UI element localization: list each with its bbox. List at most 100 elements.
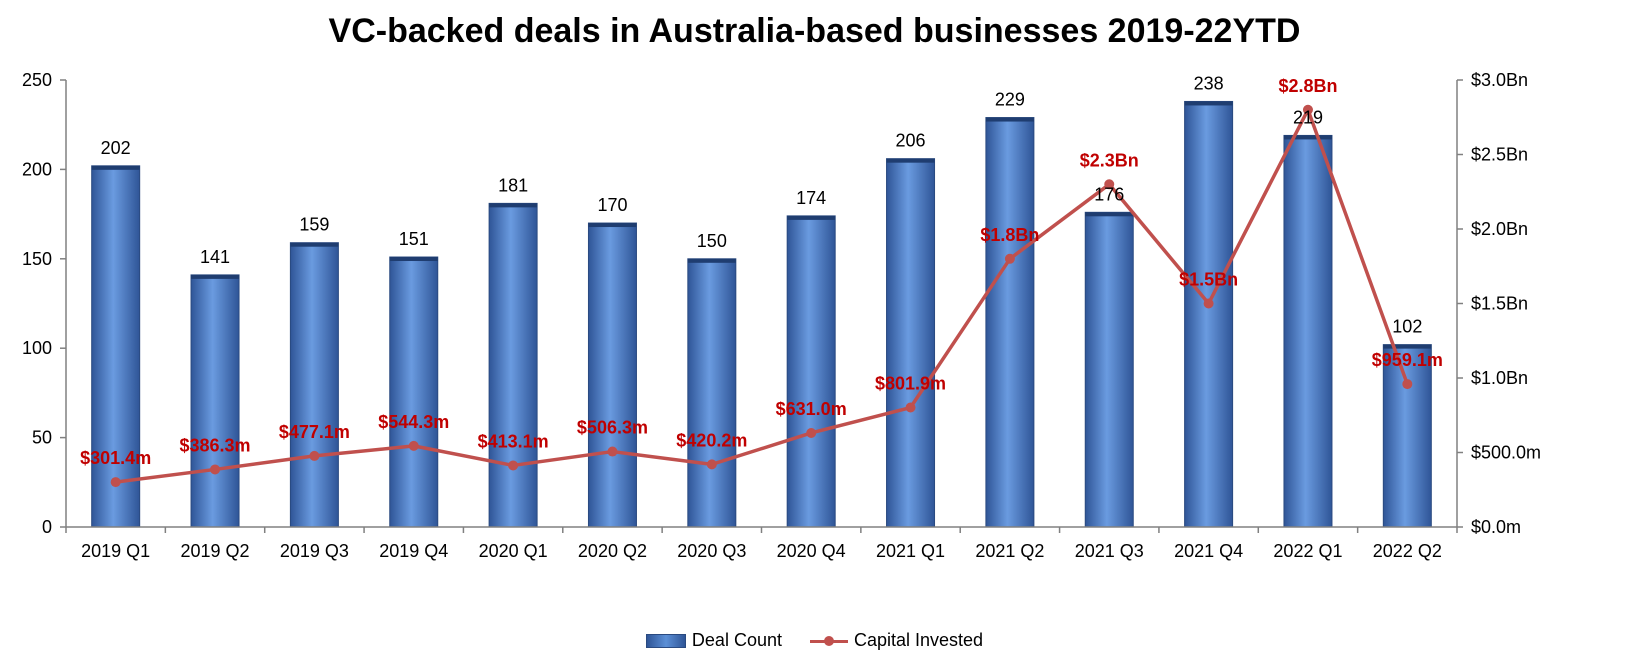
bar-top-cap <box>191 274 240 279</box>
x-tick-label: 2020 Q1 <box>479 541 548 561</box>
capital-invested-line <box>115 108 1409 484</box>
bar-deal-count <box>587 222 637 528</box>
x-tick-label: 2020 Q2 <box>578 541 647 561</box>
x-tick-label: 2022 Q2 <box>1373 541 1442 561</box>
right-y-tick-label: $1.0Bn <box>1471 368 1528 388</box>
capital-invested-point <box>1402 379 1413 390</box>
bar-data-label: 206 <box>896 131 926 151</box>
bar-data-label: 238 <box>1194 73 1224 93</box>
bar-data-label: 150 <box>697 231 727 251</box>
bar-top-cap <box>389 257 438 262</box>
bar-top-cap <box>1383 344 1432 349</box>
right-y-tick-label: $2.5Bn <box>1471 145 1528 165</box>
line-data-label: $413.1m <box>478 431 549 451</box>
bar-top-cap <box>687 258 736 263</box>
capital-invested-point <box>408 440 419 451</box>
line-data-label: $544.3m <box>378 412 449 432</box>
line-data-label: $506.3m <box>577 418 648 438</box>
line-data-label: $2.8Bn <box>1278 76 1337 96</box>
bar-data-label: 102 <box>1392 317 1422 337</box>
bar-deal-count <box>289 242 339 528</box>
bar-top-cap <box>1184 101 1233 106</box>
line-data-label: $631.0m <box>776 399 847 419</box>
capital-invested-point <box>110 477 121 488</box>
left-y-tick-label: 200 <box>22 159 52 179</box>
line-data-label: $1.8Bn <box>980 225 1039 245</box>
bar-data-label: 219 <box>1293 107 1323 127</box>
bar-data-label: 141 <box>200 247 230 267</box>
capital-invested-point <box>309 450 320 461</box>
bar-deal-count <box>91 165 141 528</box>
x-tick-label: 2019 Q2 <box>181 541 250 561</box>
bar-deal-count <box>786 215 836 528</box>
line-data-label: $301.4m <box>80 448 151 468</box>
legend-bar-swatch-icon <box>645 633 686 648</box>
x-tick-label: 2020 Q4 <box>777 541 846 561</box>
x-tick-label: 2019 Q3 <box>280 541 349 561</box>
x-tick-label: 2022 Q1 <box>1273 541 1342 561</box>
right-y-tick-label: $2.0Bn <box>1471 219 1528 239</box>
x-tick-label: 2021 Q4 <box>1174 541 1243 561</box>
capital-invested-point <box>1203 298 1214 309</box>
capital-invested-point <box>905 402 916 413</box>
bar-top-cap <box>290 242 339 247</box>
bar-top-cap <box>489 203 538 208</box>
x-tick-label: 2020 Q3 <box>677 541 746 561</box>
capital-invested-point <box>1302 104 1313 115</box>
capital-invested-point <box>706 459 717 470</box>
bar-data-label: 176 <box>1094 184 1124 204</box>
bar-data-label: 170 <box>597 195 627 215</box>
bar-deal-count <box>687 258 737 528</box>
bar-deal-count <box>1382 344 1432 528</box>
bar-data-label: 151 <box>399 229 429 249</box>
x-tick-label: 2019 Q4 <box>379 541 448 561</box>
line-data-label: $2.3Bn <box>1080 150 1139 170</box>
bar-top-cap <box>1283 135 1332 140</box>
line-data-label: $477.1m <box>279 422 350 442</box>
left-y-tick-label: 50 <box>32 428 52 448</box>
bar-deal-count <box>1184 100 1234 528</box>
left-y-tick-label: 100 <box>22 338 52 358</box>
x-tick-label: 2021 Q3 <box>1075 541 1144 561</box>
bar-deal-count <box>1283 134 1333 528</box>
bar-deal-count <box>886 158 936 528</box>
capital-invested-point <box>508 460 519 471</box>
bar-data-label: 159 <box>299 215 329 235</box>
legend-item-deal-count[interactable]: Deal Count <box>645 630 782 651</box>
bar-top-cap <box>787 215 836 220</box>
capital-invested-point <box>210 464 221 475</box>
bar-top-cap <box>588 223 637 228</box>
left-y-tick-label: 250 <box>22 70 52 90</box>
bar-data-label: 202 <box>101 138 131 158</box>
right-y-tick-label: $500.0m <box>1471 443 1541 463</box>
line-data-label: $1.5Bn <box>1179 270 1238 290</box>
x-tick-label: 2021 Q2 <box>975 541 1044 561</box>
bar-data-label: 181 <box>498 175 528 195</box>
line-data-label: $386.3m <box>180 435 251 455</box>
right-y-tick-label: $3.0Bn <box>1471 70 1528 90</box>
bar-data-label: 229 <box>995 90 1025 110</box>
bar-top-cap <box>91 165 140 170</box>
right-y-tick-label: $0.0m <box>1471 517 1521 537</box>
capital-invested-point <box>1004 253 1015 264</box>
bar-data-label: 174 <box>796 188 826 208</box>
legend-item-capital-invested[interactable]: Capital Invested <box>809 630 983 651</box>
capital-invested-point <box>806 427 817 438</box>
left-y-tick-label: 150 <box>22 249 52 269</box>
bar-deal-count <box>1084 211 1134 528</box>
x-tick-label: 2019 Q1 <box>81 541 150 561</box>
x-tick-label: 2021 Q1 <box>876 541 945 561</box>
bar-top-cap <box>1085 212 1134 217</box>
bar-deal-count <box>190 274 240 528</box>
bar-deal-count <box>985 117 1035 528</box>
right-y-tick-label: $1.5Bn <box>1471 294 1528 314</box>
legend-line-swatch-icon <box>809 635 848 647</box>
line-data-label: $801.9m <box>875 374 946 394</box>
bar-deal-count <box>389 256 439 528</box>
capital-invested-point <box>607 446 618 457</box>
line-data-label: $959.1m <box>1372 350 1443 370</box>
chart-title: VC-backed deals in Australia-based busin… <box>328 12 1301 50</box>
line-data-label: $420.2m <box>676 430 747 450</box>
chart-legend: Deal Count Capital Invested <box>0 630 1629 651</box>
